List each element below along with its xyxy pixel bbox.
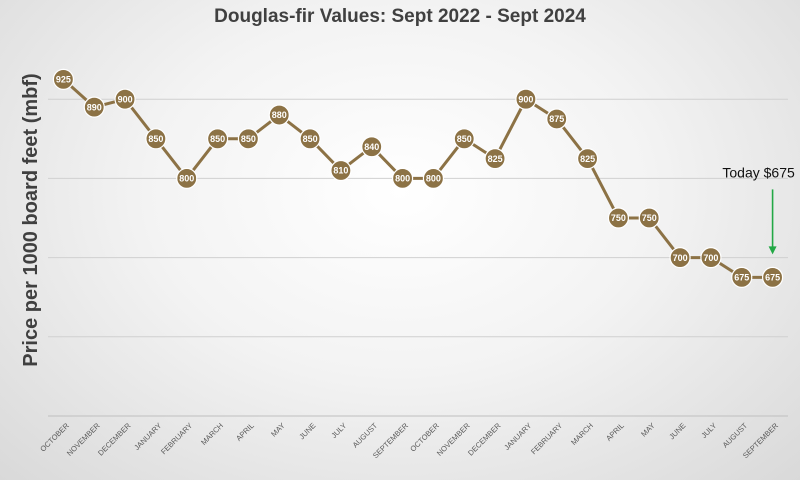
data-label: 850 bbox=[241, 134, 256, 144]
x-tick-label: OCTOBER bbox=[38, 421, 71, 454]
data-label: 750 bbox=[642, 213, 657, 223]
x-tick-label: JULY bbox=[329, 421, 348, 440]
x-tick-label: DECEMBER bbox=[96, 421, 133, 458]
x-tick-label: FEBRUARY bbox=[529, 421, 564, 456]
data-point bbox=[206, 128, 229, 150]
data-point bbox=[83, 96, 105, 118]
data-label: 675 bbox=[734, 273, 749, 283]
data-label: 850 bbox=[303, 134, 318, 144]
chart-title: Douglas-fir Values: Sept 2022 - Sept 202… bbox=[214, 6, 586, 27]
x-tick-label: JUNE bbox=[297, 421, 317, 441]
data-point bbox=[114, 88, 136, 110]
data-point bbox=[453, 128, 475, 150]
data-label: 890 bbox=[87, 102, 102, 112]
today-arrow-head bbox=[768, 246, 777, 255]
data-label: 900 bbox=[518, 94, 533, 104]
y-axis-label: Price per 1000 board feet (mbf) bbox=[20, 73, 42, 366]
data-point bbox=[515, 88, 537, 110]
data-label: 925 bbox=[56, 75, 71, 85]
data-point bbox=[391, 167, 414, 189]
x-tick-label: AUGUST bbox=[721, 421, 750, 450]
data-point bbox=[546, 108, 568, 130]
data-label: 880 bbox=[272, 110, 287, 120]
data-label: 825 bbox=[488, 154, 503, 164]
data-label: 850 bbox=[210, 134, 225, 144]
x-tick-label: MARCH bbox=[569, 421, 595, 447]
x-tick-label: MAY bbox=[269, 421, 286, 438]
x-tick-label: JULY bbox=[699, 421, 718, 440]
data-label: 700 bbox=[673, 253, 688, 263]
data-label: 800 bbox=[426, 174, 441, 184]
data-point bbox=[484, 148, 506, 170]
data-point bbox=[607, 207, 630, 229]
data-point bbox=[52, 68, 75, 91]
data-point bbox=[237, 128, 260, 150]
data-point bbox=[700, 247, 722, 269]
data-point bbox=[669, 247, 691, 269]
data-point bbox=[576, 148, 599, 170]
x-tick-label: JANUARY bbox=[502, 421, 533, 452]
data-label: 850 bbox=[457, 134, 472, 144]
x-tick-label: MARCH bbox=[199, 421, 225, 447]
data-point bbox=[330, 159, 352, 182]
data-point bbox=[268, 104, 290, 126]
data-label: 850 bbox=[148, 134, 163, 144]
x-tick-label: DECEMBER bbox=[466, 421, 503, 458]
x-tick-label: APRIL bbox=[604, 421, 626, 443]
x-tick-label: OCTOBER bbox=[408, 421, 441, 454]
data-point bbox=[422, 167, 445, 189]
x-tick-label: JUNE bbox=[667, 421, 687, 441]
today-annotation-label: Today $675 bbox=[722, 164, 795, 180]
data-point bbox=[638, 207, 660, 229]
data-label: 810 bbox=[333, 166, 348, 176]
data-label: 800 bbox=[179, 174, 194, 184]
data-label: 825 bbox=[580, 154, 595, 164]
data-point bbox=[761, 266, 784, 288]
data-point bbox=[176, 167, 198, 189]
data-label: 840 bbox=[364, 142, 379, 152]
data-label: 675 bbox=[765, 273, 780, 283]
data-label: 875 bbox=[549, 114, 564, 124]
data-label: 900 bbox=[118, 94, 133, 104]
today-annotation: Today $675 bbox=[722, 164, 795, 255]
data-label: 800 bbox=[395, 174, 410, 184]
x-tick-label: FEBRUARY bbox=[159, 421, 194, 456]
data-markers: 925 890 900 850 800 850 850 880 850 810 840 800 800 8… bbox=[52, 68, 784, 288]
x-tick-label: APRIL bbox=[234, 421, 256, 443]
data-point bbox=[361, 136, 383, 158]
x-tick-label: AUGUST bbox=[351, 421, 380, 450]
data-label: 750 bbox=[611, 213, 626, 223]
x-tick-label: JANUARY bbox=[132, 421, 163, 452]
x-tick-label: MAY bbox=[639, 421, 656, 438]
data-point bbox=[299, 128, 321, 150]
data-point bbox=[145, 128, 167, 150]
data-label: 700 bbox=[703, 253, 718, 263]
data-point bbox=[731, 266, 753, 288]
